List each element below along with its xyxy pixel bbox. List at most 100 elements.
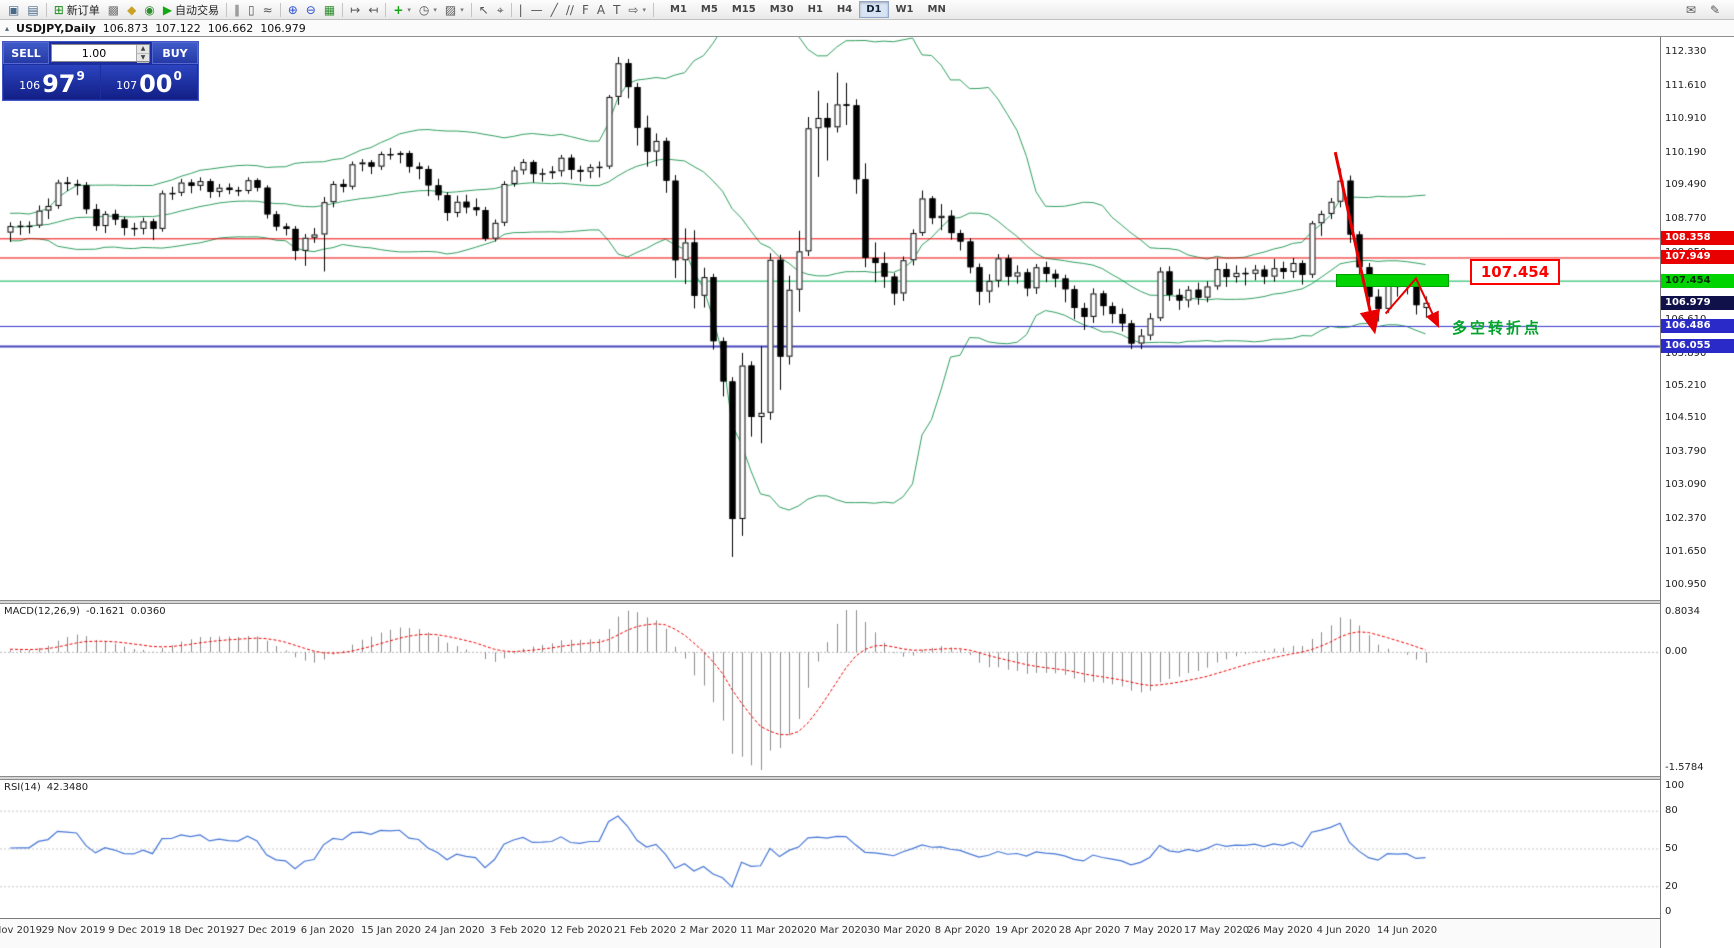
- toolbar-right-icons: ✉ ✎: [1682, 1, 1730, 19]
- text-icon[interactable]: A: [593, 1, 609, 19]
- autotrading-button-glyph: ▶: [162, 2, 173, 17]
- level-price-badge: 107.949: [1661, 250, 1734, 265]
- periods-icon[interactable]: ◷ ▾: [415, 1, 441, 19]
- rsi-axis-label: 100: [1665, 780, 1685, 791]
- candlestick-style-icon[interactable]: ▯: [244, 1, 259, 19]
- date-label: 11 Mar 2020: [740, 925, 804, 936]
- templates-icon-glyph: ▨: [444, 2, 457, 17]
- bar-chart-style-icon-glyph: ∥: [234, 2, 241, 17]
- top-toolbar: ▣ ▤ ⊞ 新订单 ▩ ◆ ◉ ▶ 自动交易 ∥ ▯ ≈ ⊕ ⊖ ▦ ↦ ↤ + ▾ ◷ ▾ ▨ ▾ ↖ ⌖ | — ╱ ∕∕ F A T ⇨ ▾…: [0, 0, 1734, 20]
- notifications-icon-glyph: ✉: [1685, 2, 1696, 17]
- zoom-out-icon[interactable]: ⊖: [302, 1, 320, 19]
- sell-price-display[interactable]: 106 97 9: [4, 65, 100, 99]
- market-watch-icon[interactable]: ◆: [123, 1, 140, 19]
- chart-cascade-icon[interactable]: ▩: [104, 1, 123, 19]
- bar-chart-style-icon[interactable]: ∥: [230, 1, 244, 19]
- arrows-tool-icon-dropdown[interactable]: ▾: [642, 5, 646, 14]
- horizontal-line-icon-glyph: —: [530, 2, 543, 17]
- toolbar-separator: [385, 2, 387, 17]
- price-axis-label: 111.610: [1665, 80, 1707, 92]
- new-order-button[interactable]: ⊞ 新订单: [50, 1, 104, 19]
- timeframe-d1-button[interactable]: D1: [859, 1, 889, 18]
- toolbar-separator: [342, 2, 344, 17]
- quick-edit-icon-glyph: ✎: [1709, 2, 1720, 17]
- turning-point-note[interactable]: 多空转折点: [1452, 318, 1543, 337]
- timeframe-m5-button[interactable]: M5: [700, 4, 718, 15]
- level-price-badge: 106.055: [1661, 339, 1734, 354]
- buy-price-big: 00: [139, 70, 173, 98]
- volume-control: ▲ ▼: [51, 44, 150, 63]
- chart-shift-icon[interactable]: ↤: [364, 1, 382, 19]
- volume-input[interactable]: [52, 45, 136, 61]
- volume-spinner: ▲ ▼: [136, 45, 149, 63]
- cursor-icon[interactable]: ↖: [475, 1, 493, 19]
- label-icon[interactable]: T: [609, 1, 624, 19]
- timeframe-h1-button[interactable]: H1: [807, 4, 823, 15]
- quick-edit-icon[interactable]: ✎: [1706, 1, 1724, 19]
- zoom-in-icon-glyph: ⊕: [287, 2, 298, 17]
- panel-separator[interactable]: [0, 776, 1660, 780]
- timeframe-w1-button[interactable]: W1: [895, 4, 914, 15]
- timeframe-mn-button[interactable]: MN: [927, 4, 946, 15]
- timeframe-h4-button[interactable]: H4: [836, 4, 853, 15]
- chart-caption: ▴ USDJPY,Daily 106.873 107.122 106.662 1…: [0, 20, 1734, 37]
- tile-windows-icon[interactable]: ▦: [320, 1, 339, 19]
- fibonacci-icon[interactable]: F: [578, 1, 593, 19]
- price-axis[interactable]: 112.330 111.610 110.910 110.190 109.490 108.7…: [1660, 37, 1734, 948]
- level-price-badge: 106.486: [1661, 318, 1734, 333]
- rsi-axis-label: 20: [1665, 880, 1678, 892]
- buy-price-display[interactable]: 107 00 0: [101, 65, 197, 99]
- price-callout-box[interactable]: 107.454: [1470, 259, 1560, 286]
- zoom-in-icon[interactable]: ⊕: [284, 1, 302, 19]
- price-axis-label: 100.950: [1665, 579, 1707, 591]
- channel-icon[interactable]: ∕∕: [562, 1, 578, 19]
- panel-separator[interactable]: [0, 600, 1660, 604]
- chart-profiles-icon[interactable]: ▤: [23, 1, 42, 19]
- fibonacci-icon-glyph: F: [581, 2, 589, 17]
- indicators-icon[interactable]: + ▾: [389, 1, 415, 19]
- date-label: 29 Nov 2019: [41, 925, 106, 936]
- chart-profiles-icon-glyph: ▤: [27, 2, 39, 17]
- highlight-rectangle[interactable]: [1336, 273, 1450, 287]
- timeframe-m30-button[interactable]: M30: [769, 4, 794, 15]
- vertical-line-icon[interactable]: |: [515, 1, 527, 19]
- new-chart-icon[interactable]: ▣: [4, 1, 23, 19]
- indicators-icon-dropdown[interactable]: ▾: [407, 5, 411, 14]
- sell-button[interactable]: SELL: [3, 42, 49, 64]
- date-label: 21 Feb 2020: [613, 925, 677, 936]
- macd-signal-value: 0.0360: [130, 606, 166, 617]
- auto-scroll-icon[interactable]: ↦: [346, 1, 364, 19]
- date-label: 4 Jun 2020: [1316, 925, 1371, 936]
- arrows-tool-icon-glyph: ⇨: [628, 2, 639, 17]
- date-label: 28 Apr 2020: [1058, 925, 1121, 936]
- chart-caption-icon: ▴: [5, 23, 10, 33]
- autotrading-button[interactable]: ▶ 自动交易: [159, 1, 223, 19]
- periods-icon-dropdown[interactable]: ▾: [433, 5, 437, 14]
- data-refresh-icon[interactable]: ◉: [140, 1, 158, 19]
- macd-main-value: -0.1621: [85, 606, 125, 617]
- date-label: 8 Apr 2020: [934, 925, 991, 936]
- tile-windows-icon-glyph: ▦: [323, 2, 336, 17]
- crosshair-icon[interactable]: ⌖: [493, 1, 508, 19]
- timeframe-m1-button[interactable]: M1: [670, 4, 687, 15]
- line-chart-style-icon[interactable]: ≈: [259, 1, 277, 19]
- date-label: 6 Jan 2020: [300, 925, 355, 936]
- trendline-icon[interactable]: ╱: [547, 1, 562, 19]
- arrows-tool-icon[interactable]: ⇨ ▾: [624, 1, 650, 19]
- timeframe-m15-button[interactable]: M15: [731, 4, 756, 15]
- buy-button[interactable]: BUY: [152, 42, 198, 64]
- label-icon-glyph: T: [613, 2, 621, 17]
- new-chart-icon-glyph: ▣: [8, 2, 20, 17]
- volume-down-icon[interactable]: ▼: [137, 54, 149, 63]
- horizontal-line-icon[interactable]: —: [527, 1, 547, 19]
- templates-icon[interactable]: ▨ ▾: [441, 1, 468, 19]
- notifications-icon[interactable]: ✉: [1682, 1, 1700, 19]
- templates-icon-dropdown[interactable]: ▾: [460, 5, 464, 14]
- ohlc-close: 106.979: [260, 21, 306, 35]
- price-axis-label: 102.370: [1665, 512, 1707, 524]
- volume-up-icon[interactable]: ▲: [137, 45, 149, 54]
- rsi-axis-label: 80: [1665, 805, 1678, 817]
